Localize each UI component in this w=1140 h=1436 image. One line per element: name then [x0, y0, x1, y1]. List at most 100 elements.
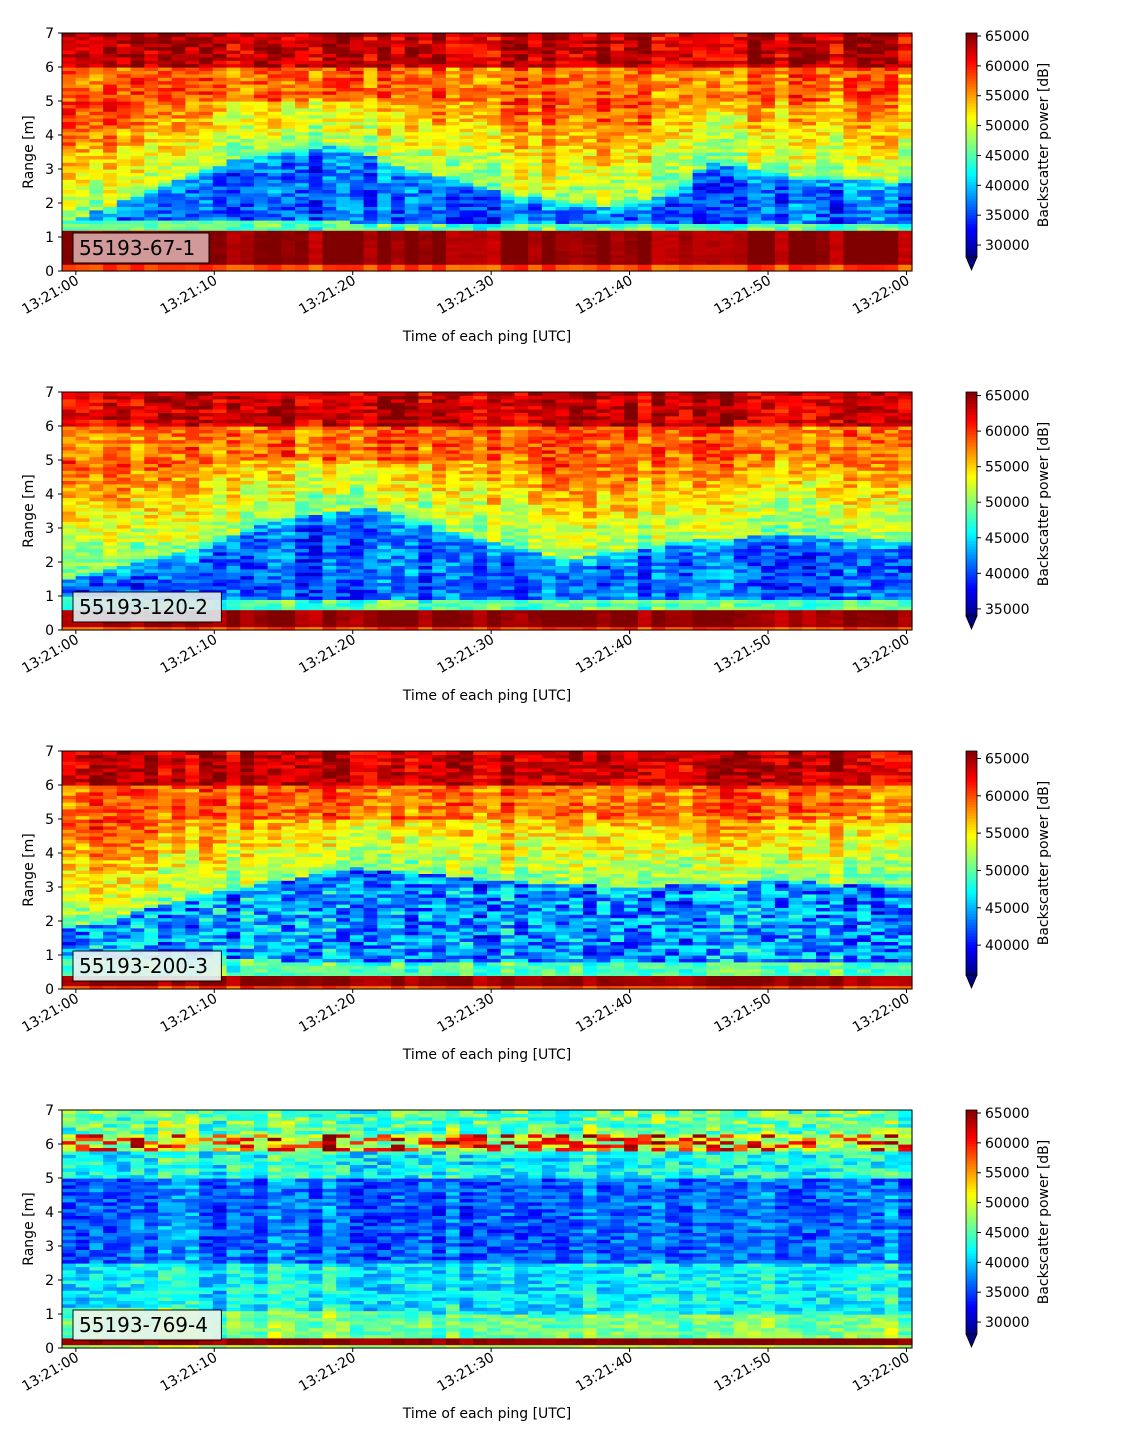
heatmap-cell: [62, 223, 77, 228]
y-tick-label: 2: [45, 196, 54, 212]
heatmap-cell: [281, 53, 296, 58]
heatmap-cell: [418, 216, 433, 221]
heatmap-cell: [761, 33, 776, 37]
heatmap-cell: [240, 56, 255, 61]
heatmap-cell: [720, 33, 735, 37]
heatmap-cell: [404, 250, 420, 255]
heatmap-cell: [295, 53, 310, 58]
heatmap-cell: [500, 226, 516, 231]
heatmap-cell: [295, 67, 310, 71]
heatmap-cell: [199, 226, 214, 231]
heatmap-cell: [62, 192, 77, 197]
heatmap-cell: [103, 436, 118, 441]
heatmap-cell: [487, 192, 502, 197]
heatmap-cell: [349, 155, 365, 160]
heatmap-cell: [157, 223, 173, 228]
heatmap-cell: [898, 141, 913, 146]
heatmap-cell: [747, 199, 762, 204]
heatmap-cell: [870, 226, 886, 231]
heatmap-cell: [75, 101, 91, 105]
heatmap-cell: [226, 237, 241, 241]
heatmap-cell: [295, 243, 310, 248]
heatmap-cell: [349, 240, 365, 245]
heatmap-cell: [692, 264, 707, 269]
heatmap-cell: [62, 114, 77, 119]
heatmap-cell: [336, 135, 351, 139]
heatmap-cell: [322, 70, 337, 75]
heatmap-cell: [610, 264, 625, 269]
heatmap-cell: [185, 148, 200, 153]
heatmap-cell: [322, 199, 337, 204]
heatmap-cell: [185, 175, 200, 180]
heatmap-cell: [199, 101, 214, 105]
heatmap-cell: [445, 33, 461, 37]
heatmap-cell: [363, 107, 378, 112]
heatmap-cell: [610, 216, 625, 221]
heatmap-cell: [130, 107, 145, 112]
heatmap-cell: [253, 158, 269, 163]
heatmap-cell: [349, 97, 365, 102]
heatmap-cell: [349, 192, 365, 197]
heatmap-cell: [75, 135, 91, 139]
heatmap-cell: [185, 70, 200, 75]
heatmap-cell: [240, 50, 255, 54]
heatmap-cell: [692, 175, 707, 180]
heatmap-cell: [637, 233, 653, 238]
heatmap-cell: [240, 206, 255, 211]
heatmap-cell: [322, 56, 337, 61]
heatmap-cell: [116, 118, 132, 122]
heatmap-cell: [75, 50, 91, 54]
heatmap-cell: [267, 107, 282, 112]
heatmap-cell: [212, 111, 228, 116]
heatmap-cell: [199, 220, 214, 224]
heatmap-cell: [157, 80, 173, 85]
heatmap-cell: [308, 230, 324, 235]
heatmap-cell: [75, 392, 91, 396]
heatmap-cell: [898, 182, 913, 187]
heatmap-cell: [240, 250, 255, 255]
heatmap-cell: [377, 94, 392, 99]
heatmap-cell: [281, 138, 296, 143]
heatmap-cell: [377, 213, 392, 218]
heatmap-cell: [89, 141, 104, 146]
heatmap-cell: [720, 141, 735, 146]
heatmap-cell: [130, 402, 145, 407]
heatmap-cell: [391, 230, 406, 235]
heatmap-cell: [116, 87, 132, 92]
heatmap-cell: [336, 73, 351, 78]
heatmap-cell: [377, 179, 392, 184]
heatmap-cell: [103, 158, 118, 163]
heatmap-cell: [391, 152, 406, 156]
heatmap-cell: [281, 257, 296, 262]
heatmap-cell: [336, 209, 351, 214]
heatmap-cell: [130, 220, 145, 224]
heatmap-cell: [171, 118, 186, 122]
heatmap-cell: [130, 504, 145, 509]
heatmap-cell: [432, 216, 447, 221]
heatmap-cell: [130, 73, 145, 78]
heatmap-cell: [651, 175, 666, 180]
heatmap-cell: [500, 158, 516, 163]
heatmap-cell: [62, 73, 77, 78]
heatmap-cell: [336, 213, 351, 218]
heatmap-cell: [349, 84, 365, 88]
heatmap-cell: [487, 33, 502, 37]
heatmap-cell: [226, 206, 241, 211]
heatmap-cell: [116, 487, 132, 492]
heatmap-cell: [377, 257, 392, 262]
heatmap-cell: [555, 264, 570, 269]
heatmap-cell: [144, 189, 159, 194]
heatmap-cell: [363, 175, 378, 180]
heatmap-cell: [349, 87, 365, 92]
heatmap-cell: [103, 50, 118, 54]
heatmap-cell: [267, 155, 282, 160]
heatmap-cell: [377, 223, 392, 228]
heatmap-cell: [144, 196, 159, 201]
heatmap-cell: [212, 135, 228, 139]
heatmap-cell: [199, 179, 214, 184]
heatmap-cell: [706, 33, 721, 37]
heatmap-cell: [720, 148, 735, 153]
heatmap-cell: [432, 226, 447, 231]
heatmap-cell: [281, 36, 296, 41]
heatmap-cell: [62, 94, 77, 99]
